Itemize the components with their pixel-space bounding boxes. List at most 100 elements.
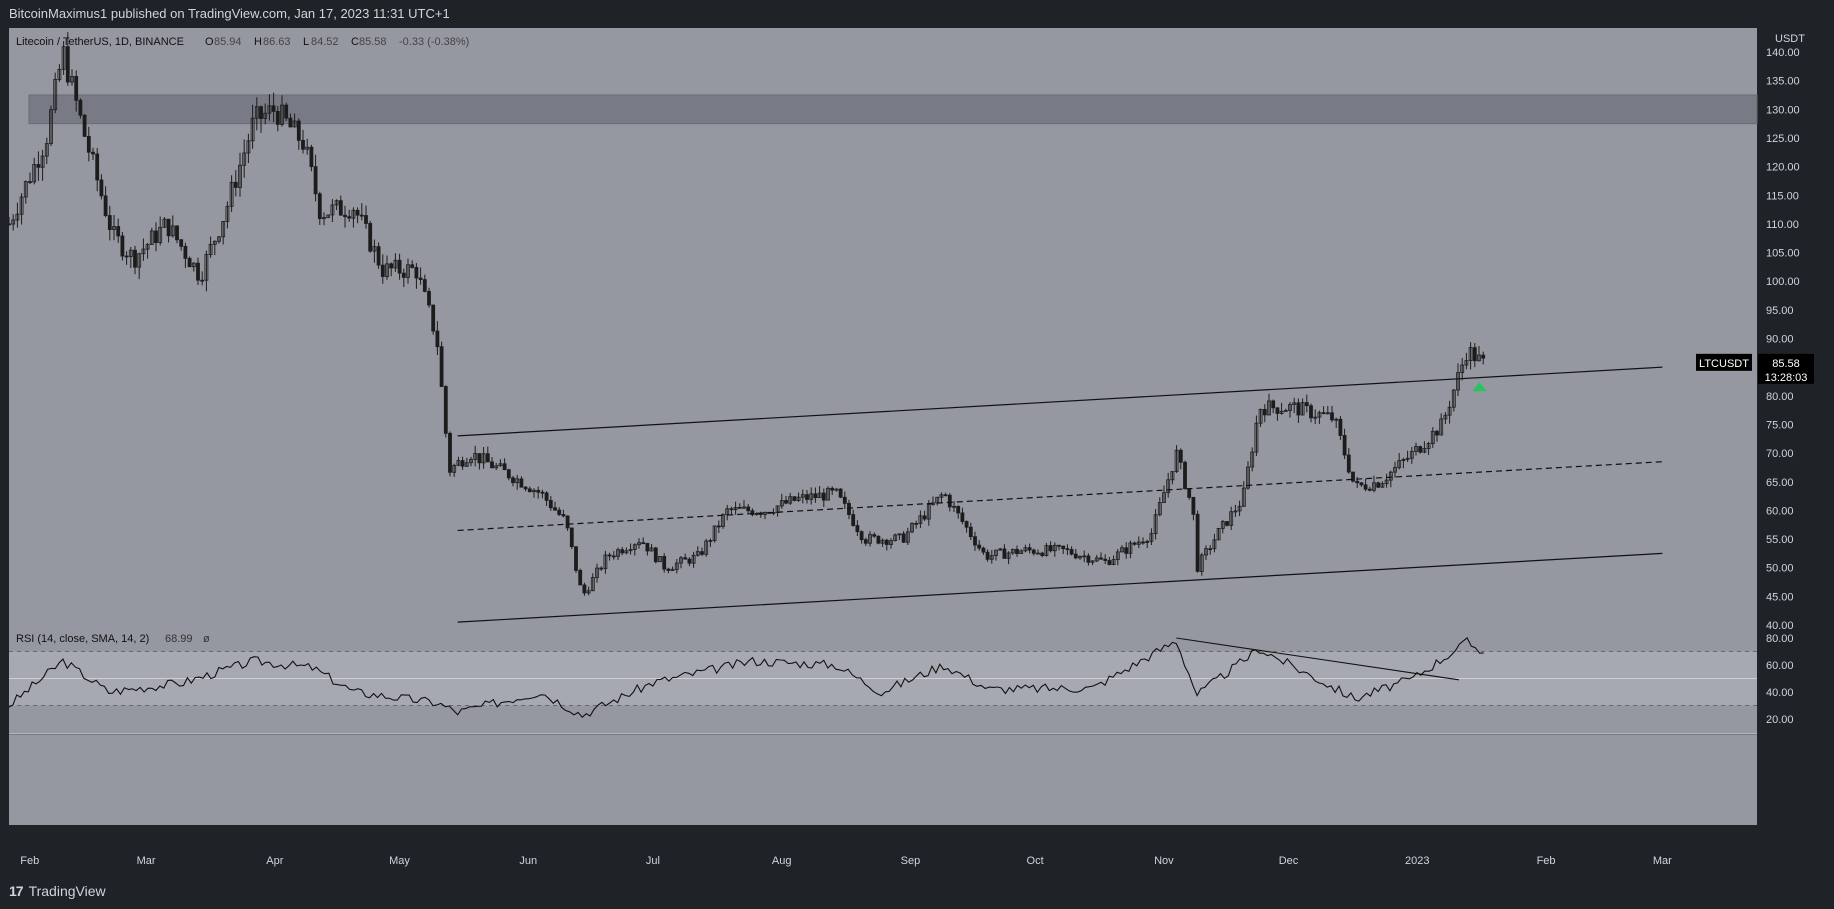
- channel-middle-line[interactable]: [457, 461, 1663, 532]
- candle: [674, 559, 679, 574]
- candle: [733, 501, 738, 515]
- candle: [431, 304, 436, 335]
- price-pane[interactable]: [9, 28, 1757, 734]
- candle: [343, 205, 347, 228]
- candle: [380, 254, 385, 284]
- candle: [70, 69, 74, 86]
- candle: [616, 547, 620, 561]
- candle: [742, 500, 746, 509]
- candle: [695, 546, 700, 557]
- candle: [267, 94, 272, 121]
- price-axis-tick: 45.00: [1766, 591, 1794, 603]
- time-axis[interactable]: [9, 825, 1757, 845]
- candle: [372, 239, 377, 263]
- legend-c: 85.58: [359, 36, 387, 48]
- candle: [779, 493, 784, 509]
- candle: [1128, 540, 1133, 559]
- candle: [884, 538, 889, 551]
- candle: [1057, 544, 1061, 551]
- price-axis-unit: USDT: [1775, 33, 1805, 45]
- candle: [1283, 408, 1288, 412]
- candle: [1225, 521, 1229, 527]
- rsi-pane[interactable]: [9, 735, 1757, 825]
- price-axis-tick: 40.00: [1766, 620, 1794, 632]
- symbol-tag[interactable]: [1696, 353, 1752, 371]
- candle: [1409, 446, 1414, 464]
- channel-lower-line[interactable]: [457, 552, 1663, 623]
- candle: [78, 98, 83, 119]
- candle: [498, 459, 503, 467]
- channel-upper-line[interactable]: [457, 366, 1663, 437]
- candle: [1157, 497, 1162, 517]
- candle: [158, 216, 163, 246]
- candle: [1006, 551, 1011, 565]
- candle: [889, 538, 893, 549]
- candle: [1334, 417, 1339, 428]
- candle: [1380, 481, 1385, 488]
- candle: [1174, 445, 1179, 474]
- tradingview-logo[interactable]: 17 TradingView: [9, 883, 106, 899]
- candle: [1094, 554, 1099, 563]
- candle: [330, 199, 335, 223]
- price-tag-value: 85.58: [1772, 358, 1800, 370]
- candle: [1414, 442, 1418, 456]
- time-axis-tick: Feb: [1537, 855, 1556, 867]
- candle: [1044, 542, 1049, 557]
- candle: [1019, 549, 1024, 555]
- candle: [137, 252, 142, 280]
- candle: [716, 520, 721, 534]
- candle: [796, 492, 801, 502]
- candle: [397, 253, 402, 280]
- candle: [439, 341, 444, 388]
- candle: [99, 174, 104, 200]
- candle: [170, 215, 175, 238]
- candle: [1313, 409, 1318, 425]
- candle: [326, 214, 331, 219]
- candle: [250, 104, 255, 149]
- candle: [322, 212, 326, 226]
- candle: [989, 549, 994, 564]
- candle: [225, 201, 230, 229]
- candle: [494, 462, 499, 471]
- candle: [1325, 405, 1330, 415]
- price-axis-tick: 140.00: [1766, 47, 1800, 59]
- candle: [452, 463, 457, 477]
- candle: [15, 202, 20, 228]
- candle: [905, 527, 910, 545]
- candle: [603, 550, 608, 574]
- candle: [154, 222, 158, 252]
- rsi-trendline[interactable]: [1176, 637, 1459, 681]
- candle: [729, 506, 734, 516]
- candle: [95, 148, 100, 192]
- candle: [191, 262, 196, 272]
- price-tag[interactable]: [1758, 353, 1814, 384]
- candle: [1388, 470, 1393, 488]
- candle: [658, 556, 662, 563]
- candle: [221, 221, 226, 245]
- candle: [254, 97, 259, 131]
- candle: [704, 538, 709, 557]
- candle: [943, 492, 948, 497]
- candle: [821, 488, 826, 508]
- candle: [1145, 539, 1150, 549]
- candle: [561, 509, 566, 518]
- breakout-arrow-icon: [1472, 382, 1487, 392]
- price-axis[interactable]: [1758, 28, 1834, 845]
- candle: [1267, 393, 1271, 416]
- candle: [1183, 460, 1187, 490]
- candle: [1317, 410, 1322, 424]
- candle: [964, 520, 969, 533]
- candle: [334, 199, 339, 211]
- chart-svg[interactable]: USDT 40.00 45.00 50.00 55.00 60.00 65.00 70.00 7…: [0, 28, 1834, 874]
- candle: [569, 527, 574, 550]
- candle: [792, 496, 797, 502]
- candle: [645, 542, 650, 556]
- candle: [1367, 486, 1372, 492]
- candle: [863, 537, 868, 546]
- candle: [1275, 407, 1280, 421]
- candle: [196, 257, 200, 286]
- candle: [590, 573, 595, 592]
- candle: [292, 113, 297, 128]
- legend-symbol: Litecoin / TetherUS, 1D, BINANCE: [16, 36, 184, 48]
- candle: [1359, 482, 1364, 487]
